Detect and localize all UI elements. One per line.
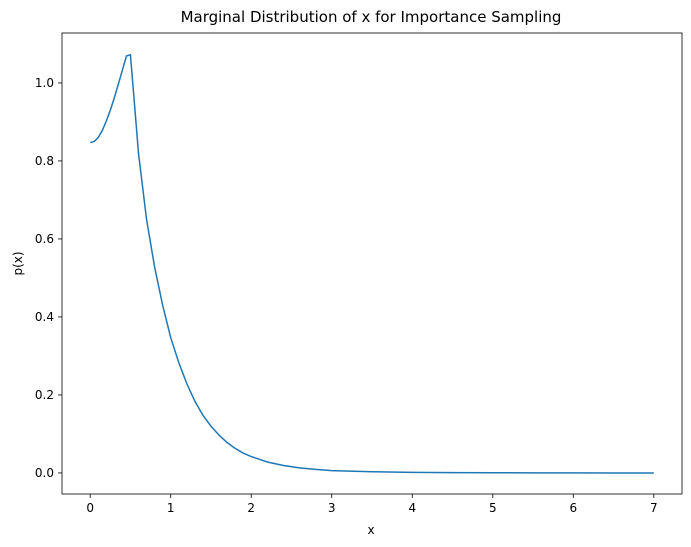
x-axis-label: x xyxy=(367,523,374,537)
y-tick-label: 0.4 xyxy=(35,310,54,324)
x-tick-label: 7 xyxy=(650,501,658,515)
x-tick-label: 4 xyxy=(408,501,416,515)
x-tick-label: 0 xyxy=(86,501,94,515)
x-tick-label: 3 xyxy=(328,501,336,515)
x-tick-label: 6 xyxy=(569,501,577,515)
y-tick-label: 0.8 xyxy=(35,154,54,168)
y-tick-label: 0.2 xyxy=(35,388,54,402)
plot-frame xyxy=(61,32,683,495)
y-tick-label: 1.0 xyxy=(35,76,54,90)
y-tick-label: 0.6 xyxy=(35,232,54,246)
series-line xyxy=(89,53,654,474)
x-tick-label: 2 xyxy=(247,501,255,515)
y-axis-label: p(x) xyxy=(11,251,25,275)
x-tick-label: 5 xyxy=(489,501,497,515)
y-axis: 0.0 0.2 0.4 0.6 0.8 1.0 xyxy=(35,76,62,480)
x-axis: 0 1 2 3 4 5 6 7 xyxy=(86,494,658,515)
y-tick-label: 0.0 xyxy=(35,466,54,480)
x-tick-label: 1 xyxy=(167,501,175,515)
chart-title: Marginal Distribution of x for Importanc… xyxy=(181,8,562,26)
